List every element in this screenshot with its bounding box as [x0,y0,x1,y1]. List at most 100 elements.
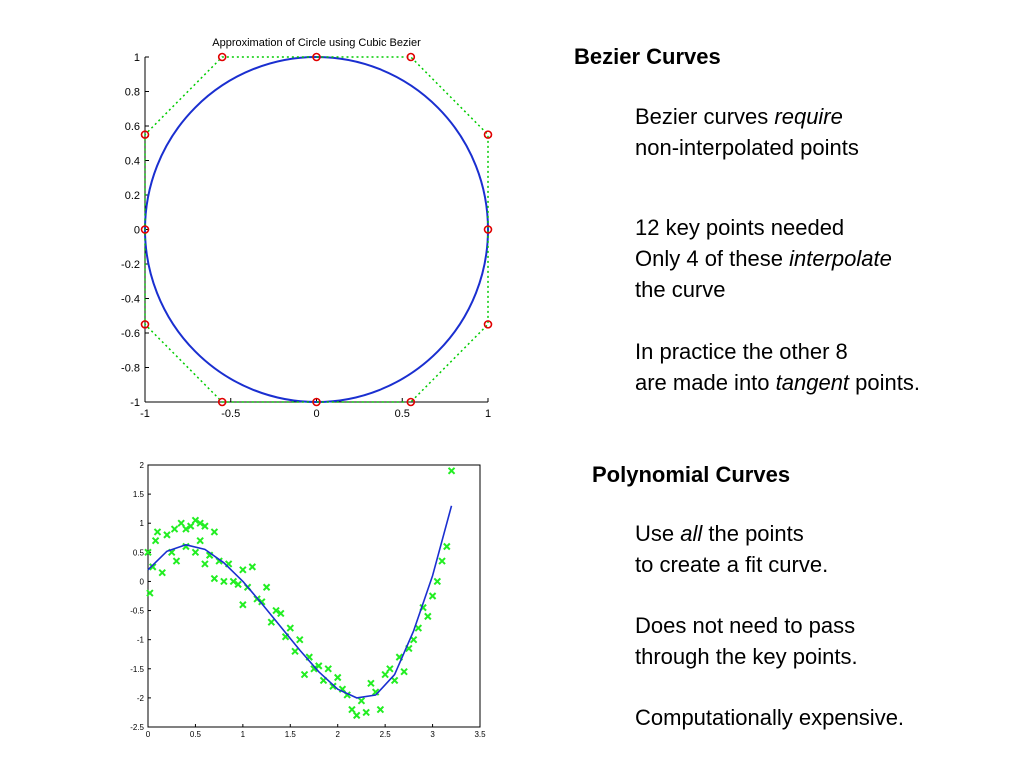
x-tick-label: 0.5 [395,408,410,420]
data-point [414,624,423,632]
data-point-stroke [362,708,370,717]
data-point [144,548,152,557]
data-point [438,557,446,565]
data-point-stroke [239,601,247,609]
data-point [400,667,408,676]
y-tick-label: 2 [140,461,145,470]
data-point-stroke [300,670,309,679]
data-point [286,624,294,632]
data-point [151,536,160,545]
data-point-stroke [296,635,304,644]
control-point [217,397,227,407]
text-line: Only 4 of these interpolate [635,243,892,274]
text-run: through the key points. [635,644,858,669]
bezier-circle-curve [144,56,489,403]
y-tick-label: 0 [134,225,140,237]
data-point [433,577,442,586]
polynomial-paragraph-3: Computationally expensive. [635,702,904,733]
x-tick-label: 1 [241,730,246,739]
polynomial-paragraph-1: Use all the points to create a fit curve. [635,518,828,580]
control-point [406,52,416,62]
data-point [201,560,209,568]
y-tick-label: 1 [140,519,145,528]
data-point-stroke [343,691,351,699]
x-tick-label: 0 [146,730,151,739]
data-point [196,536,204,545]
text-line: through the key points. [635,641,858,672]
data-point [267,618,276,626]
data-point-stroke [428,592,437,600]
text-line: the curve [635,274,892,305]
data-point [220,577,228,586]
data-point [428,592,437,600]
text-run: Use [635,521,681,546]
data-point-stroke [286,624,294,632]
data-point-stroke [400,667,408,676]
bezier-heading: Bezier Curves [574,44,721,69]
data-point [201,522,209,530]
y-tick-label: -0.6 [121,328,140,340]
text-line: non-interpolated points [635,132,859,163]
data-point-stroke [210,528,219,536]
y-tick-label: -0.4 [121,294,140,306]
data-point-stroke [367,679,375,688]
data-point [172,557,181,565]
data-point-stroke [186,522,195,530]
data-point-stroke [210,574,219,583]
data-point-stroke [443,542,451,551]
plot-frame [147,464,481,728]
x-tick-label: 2 [335,730,340,739]
data-point-stroke [146,589,154,597]
emphasis-text: interpolate [789,246,892,271]
data-point [447,467,456,475]
x-tick-label: 3 [430,730,435,739]
data-point [258,598,266,606]
text-run: are made into [635,370,776,395]
data-point [149,563,157,571]
x-tick-label: 1.5 [285,730,297,739]
data-point [163,531,171,539]
polynomial-heading: Polynomial Curves [592,462,791,487]
data-point [170,525,179,533]
data-point-stroke [177,519,185,527]
data-point-stroke [405,644,413,653]
data-point-stroke [395,653,404,661]
y-tick-label: 0.6 [125,121,140,133]
bezier-paragraph-1: Bezier curves require non-interpolated po… [635,101,859,163]
data-point-stroke [215,557,223,565]
text-line: are made into tangent points. [635,367,920,398]
control-point [140,130,150,139]
polynomial-paragraph-2: Does not need to pass through the key poi… [635,610,858,672]
text-line: Bezier curves require [635,101,859,132]
data-point [210,574,219,583]
control-point [140,225,150,234]
text-run: Bezier curves [635,104,775,129]
data-point-stroke [291,647,299,656]
data-point-stroke [334,673,342,682]
data-point-stroke [329,682,337,690]
data-point-stroke [390,676,399,685]
y-tick-label: 0.4 [125,156,140,168]
data-point [300,670,309,679]
data-point [191,548,200,557]
data-point-stroke [153,528,162,536]
data-point [234,580,242,589]
text-run: Computationally expensive. [635,705,905,730]
text-line: Use all the points [635,518,828,549]
control-point [312,397,321,407]
data-point-stroke [196,519,204,527]
data-point [262,583,271,591]
data-point [229,577,238,586]
data-point [334,673,342,682]
data-point-stroke [248,563,257,571]
data-point [277,609,285,618]
data-point-stroke [414,624,423,632]
data-point [409,635,418,644]
data-point-stroke [172,557,181,565]
data-point [291,647,299,656]
data-point-stroke [409,635,418,644]
text-run: to create a fit curve. [635,552,829,577]
data-point [352,711,361,720]
text-line: to create a fit curve. [635,549,828,580]
data-point-stroke [234,580,242,589]
